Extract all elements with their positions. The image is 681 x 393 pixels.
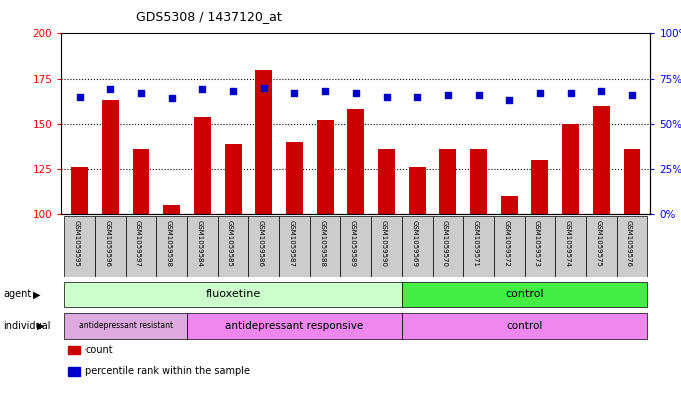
Bar <box>402 313 647 338</box>
Text: percentile rank within the sample: percentile rank within the sample <box>85 366 250 376</box>
Bar <box>310 216 340 277</box>
Bar <box>494 216 524 277</box>
Bar <box>65 282 402 307</box>
Point <box>197 86 208 93</box>
Point <box>504 97 515 103</box>
Text: control: control <box>505 289 544 299</box>
Bar <box>286 142 303 214</box>
Point <box>443 92 454 98</box>
Bar <box>126 216 157 277</box>
Text: antidepressant responsive: antidepressant responsive <box>225 321 364 331</box>
Bar <box>157 216 187 277</box>
Bar <box>225 144 242 214</box>
Bar <box>501 196 518 214</box>
Point <box>412 94 423 100</box>
Bar <box>340 216 371 277</box>
Text: GSM1059589: GSM1059589 <box>350 220 355 267</box>
Bar <box>432 216 463 277</box>
Text: GSM1059595: GSM1059595 <box>74 220 80 267</box>
Bar <box>187 313 402 338</box>
Bar <box>463 216 494 277</box>
Point <box>74 94 85 100</box>
Text: GSM1059575: GSM1059575 <box>595 220 601 267</box>
Text: ■: ■ <box>85 349 86 350</box>
Bar <box>102 100 118 214</box>
Point <box>535 90 545 96</box>
Text: GSM1059584: GSM1059584 <box>196 220 202 267</box>
Text: GSM1059586: GSM1059586 <box>258 220 264 267</box>
Bar <box>133 149 150 214</box>
Text: GSM1059571: GSM1059571 <box>473 220 479 267</box>
Bar <box>624 149 640 214</box>
Bar <box>371 216 402 277</box>
Bar <box>95 216 126 277</box>
Text: GSM1059587: GSM1059587 <box>289 220 294 267</box>
Bar <box>402 216 432 277</box>
Text: GSM1059598: GSM1059598 <box>165 220 172 267</box>
Bar <box>65 216 95 277</box>
Text: fluoxetine: fluoxetine <box>206 289 261 299</box>
Point <box>166 95 177 102</box>
Bar <box>531 160 548 214</box>
Point <box>350 90 361 96</box>
Point <box>289 90 300 96</box>
Bar <box>255 70 272 214</box>
Bar <box>562 124 579 214</box>
Text: GSM1059572: GSM1059572 <box>503 220 509 267</box>
Bar <box>378 149 395 214</box>
Text: individual: individual <box>3 321 51 331</box>
Bar <box>402 282 647 307</box>
Text: GSM1059573: GSM1059573 <box>534 220 540 267</box>
Bar <box>593 106 609 214</box>
Bar <box>616 216 647 277</box>
Bar <box>65 313 187 338</box>
Bar <box>347 109 364 214</box>
Text: ▶: ▶ <box>37 321 45 331</box>
Point <box>565 90 576 96</box>
Text: control: control <box>507 321 543 331</box>
Point <box>258 84 269 91</box>
Point <box>627 92 637 98</box>
Bar <box>470 149 487 214</box>
Bar <box>163 205 180 214</box>
Point <box>473 92 484 98</box>
Point <box>319 88 330 94</box>
Bar <box>187 216 218 277</box>
Bar <box>555 216 586 277</box>
Text: count: count <box>85 345 113 355</box>
Text: GSM1059597: GSM1059597 <box>135 220 141 267</box>
Bar <box>72 167 88 214</box>
Text: GSM1059570: GSM1059570 <box>442 220 448 267</box>
Point <box>596 88 607 94</box>
Bar <box>218 216 249 277</box>
Point <box>227 88 238 94</box>
Point <box>136 90 146 96</box>
Bar <box>524 216 555 277</box>
Text: antidepressant resistant: antidepressant resistant <box>79 321 173 330</box>
Text: GSM1059576: GSM1059576 <box>626 220 632 267</box>
Text: GSM1059596: GSM1059596 <box>104 220 110 267</box>
Text: agent: agent <box>3 289 31 299</box>
Text: GSM1059585: GSM1059585 <box>227 220 233 267</box>
Bar <box>317 120 334 214</box>
Bar <box>586 216 616 277</box>
Text: GSM1059574: GSM1059574 <box>565 220 571 267</box>
Point <box>105 86 116 93</box>
Bar <box>194 117 211 214</box>
Bar <box>409 167 426 214</box>
Text: GDS5308 / 1437120_at: GDS5308 / 1437120_at <box>136 10 282 23</box>
Text: GSM1059588: GSM1059588 <box>319 220 325 267</box>
Point <box>381 94 392 100</box>
Bar <box>279 216 310 277</box>
Text: GSM1059590: GSM1059590 <box>381 220 387 267</box>
Text: ▶: ▶ <box>33 289 40 299</box>
Text: GSM1059569: GSM1059569 <box>411 220 417 267</box>
Bar <box>439 149 456 214</box>
Bar <box>249 216 279 277</box>
